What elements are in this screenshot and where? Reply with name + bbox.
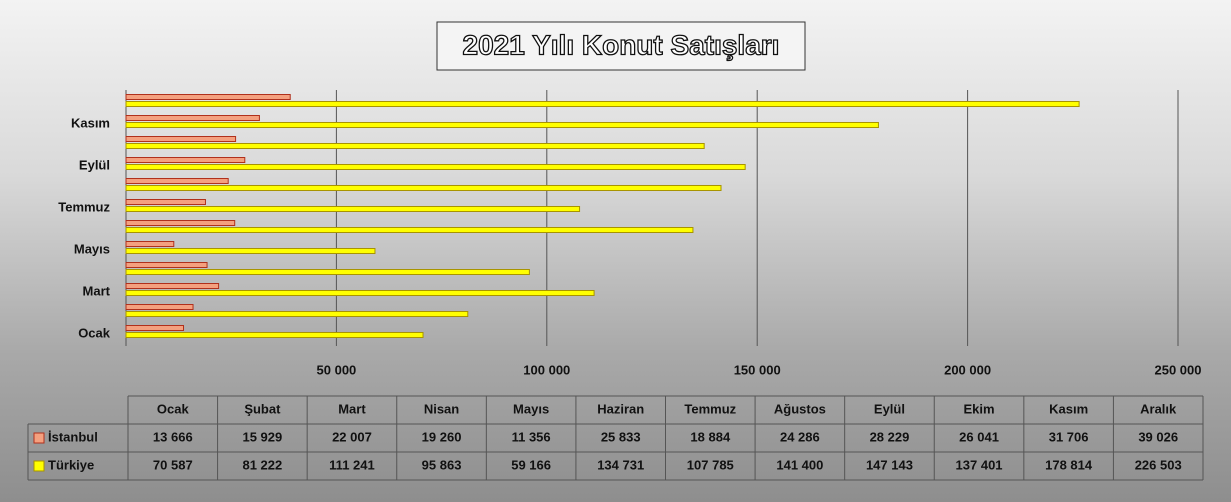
bar [125,143,705,149]
table-header: Mayıs [513,401,549,416]
bar [125,304,194,310]
table-cell: 22 007 [332,429,372,444]
table-cell: 26 041 [959,429,999,444]
legend-key [33,432,45,444]
table-cell: 13 666 [153,429,193,444]
title-box [436,21,806,71]
bar [125,262,208,268]
table-cell: 147 143 [866,457,913,472]
table-header: Aralık [1140,401,1177,416]
table-cell: 24 286 [780,429,820,444]
bar [125,227,694,233]
bar [125,283,220,289]
table-header: Kasım [1049,401,1088,416]
table-cell: 178 814 [1045,457,1093,472]
table-header: Mart [338,401,366,416]
table-header: Ocak [157,401,190,416]
table-cell: 39 026 [1138,429,1178,444]
table-header: Nisan [424,401,459,416]
legend-label: Türkiye [48,457,94,472]
table-header: Haziran [597,401,644,416]
table-cell: 19 260 [422,429,462,444]
table-cell: 226 503 [1135,457,1182,472]
table-cell: 25 833 [601,429,641,444]
y-tick-label: Eylül [79,157,110,172]
y-tick-label: Mart [83,283,111,298]
table-header: Temmuz [684,401,736,416]
table-header: Ağustos [774,401,826,416]
x-tick-label: 200 000 [944,362,991,377]
bar [125,115,260,121]
bar [125,290,595,296]
x-tick-label: 100 000 [523,362,570,377]
bar [125,206,581,212]
table-cell: 31 706 [1049,429,1089,444]
bar [125,241,175,247]
table-cell: 28 229 [870,429,910,444]
table-header: Eylül [874,401,905,416]
legend-label: İstanbul [48,429,98,444]
table-header: Şubat [244,401,281,416]
bar [125,101,1080,107]
table-cell: 107 785 [687,457,734,472]
bar [125,185,722,191]
bar [125,311,469,317]
table-cell: 59 166 [511,457,551,472]
y-tick-label: Mayıs [74,241,110,256]
bar [125,199,206,205]
bar [125,220,236,226]
chart-title: 2021 Yılı Konut Satışları [463,29,780,60]
x-tick-label: 150 000 [734,362,781,377]
legend-key [33,460,45,472]
table-cell: 70 587 [153,457,193,472]
bar [125,164,746,170]
y-tick-label: Temmuz [58,199,110,214]
table-cell: 137 401 [956,457,1003,472]
table-cell: 111 241 [329,457,375,472]
table-cell: 15 929 [242,429,282,444]
y-tick-label: Ocak [78,325,111,340]
table-cell: 141 400 [776,457,823,472]
bar [125,178,229,184]
table-cell: 18 884 [690,429,731,444]
bar [125,157,246,163]
bar [125,122,879,128]
y-tick-label: Kasım [71,115,110,130]
bar [125,325,185,331]
x-tick-label: 50 000 [317,362,357,377]
x-tick-label: 250 000 [1155,362,1202,377]
table-cell: 11 356 [512,429,551,444]
table-cell: 95 863 [422,457,462,472]
table-cell: 134 731 [597,457,644,472]
bar [125,136,237,142]
bar [125,332,424,338]
bar [125,248,376,254]
bar [125,269,530,275]
bar [125,94,291,100]
table-cell: 81 222 [242,457,282,472]
table-header: Ekim [964,401,995,416]
